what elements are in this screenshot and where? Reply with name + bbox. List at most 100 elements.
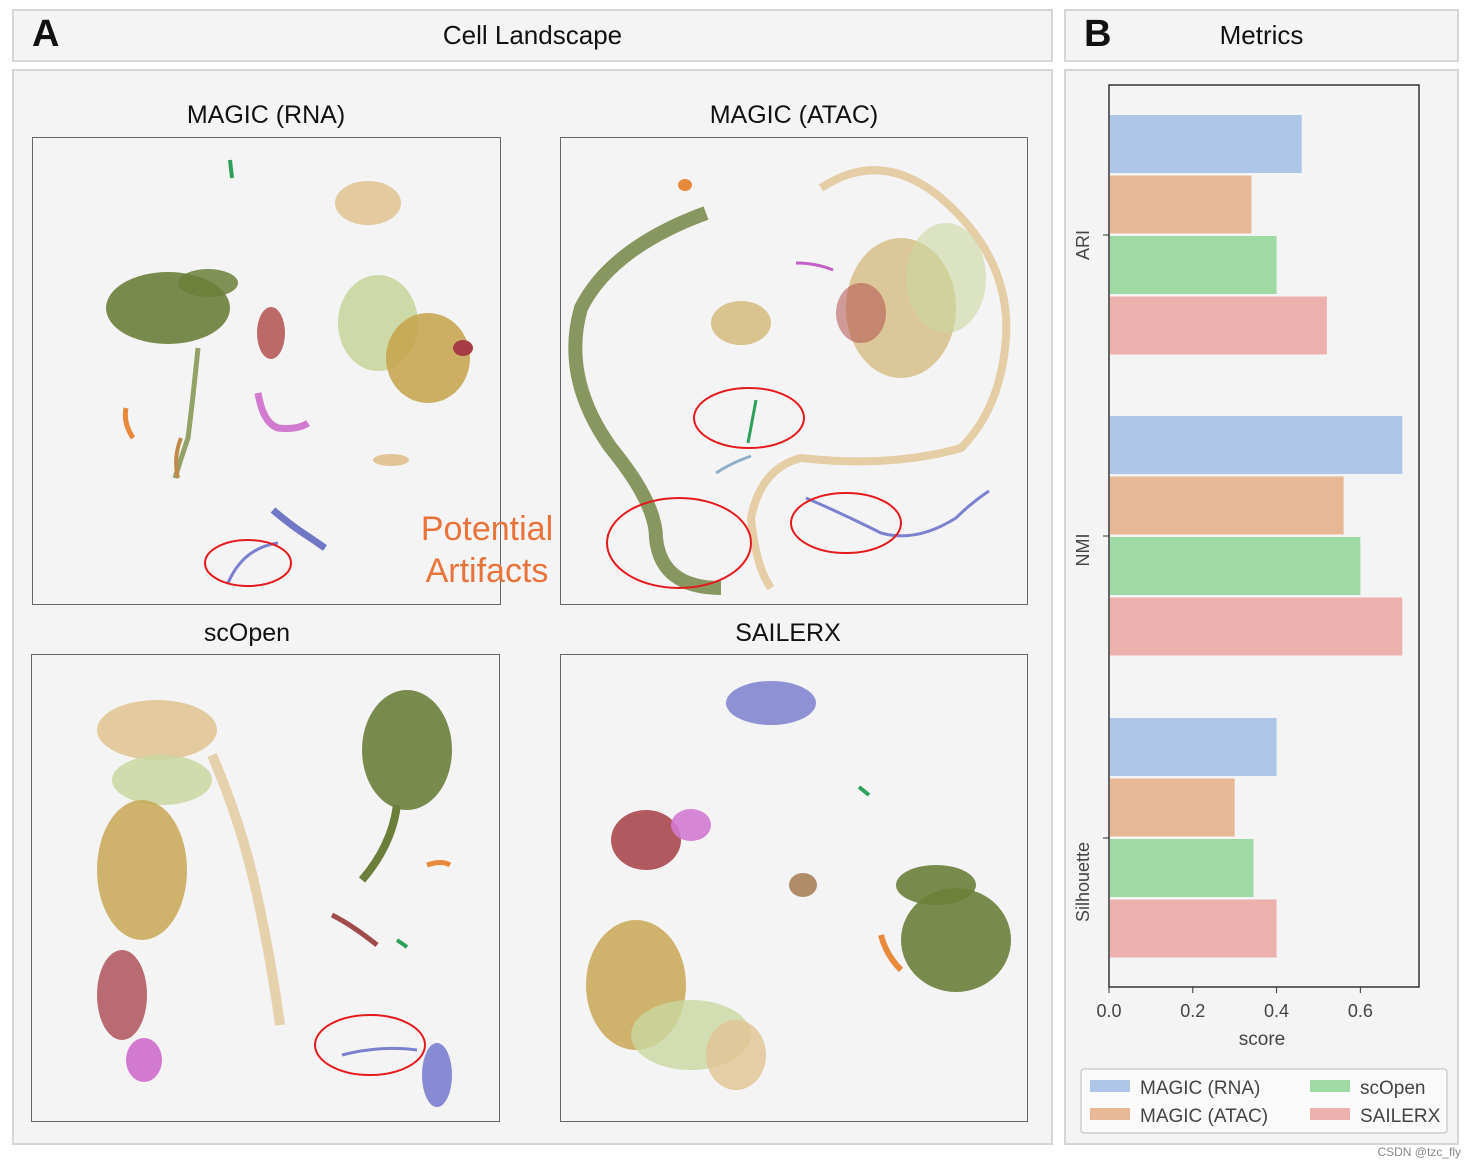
- cluster-pink-scopen: [126, 1038, 162, 1082]
- cluster-lightgreen-scopen: [112, 755, 212, 805]
- cluster-tan-arc: [207, 753, 285, 1026]
- bar-nmi-scopen: [1110, 537, 1361, 595]
- y-tick-label-silhouette: Silhouette: [1073, 842, 1093, 922]
- artifact-curve-scopen: [341, 1046, 418, 1057]
- artifact-circle-atac-3: [790, 492, 902, 554]
- plot-title-magic-atac: MAGIC (ATAC): [709, 101, 879, 129]
- watermark: CSDN @tzc_fly: [1377, 1145, 1461, 1159]
- bar-silhouette-magic-atac: [1110, 778, 1235, 837]
- legend-swatch-0: [1090, 1080, 1130, 1092]
- cluster-purple-sailerx: [726, 681, 816, 725]
- cluster-green-top: [228, 159, 234, 179]
- cluster-orange-small: [122, 407, 136, 440]
- legend-box: [1080, 1068, 1448, 1134]
- bar-silhouette-sailerx: [1110, 899, 1277, 958]
- trajectory-orange-brown: [174, 437, 183, 479]
- cluster-mix-small: [711, 301, 771, 345]
- umap-magic-atac: [560, 137, 1028, 605]
- cluster-pink-atac: [795, 261, 834, 272]
- cluster-green-line: [746, 399, 758, 444]
- cluster-tan-scopen: [97, 700, 217, 760]
- umap-magic-rna-canvas: [106, 159, 473, 587]
- artifact-circle-atac-1: [693, 387, 805, 449]
- x-tick-label-0.0: 0.0: [1096, 1001, 1121, 1021]
- plot-title-scopen: scOpen: [203, 619, 291, 647]
- cluster-orange-atac: [678, 179, 692, 191]
- cluster-red-atac: [836, 283, 886, 343]
- legend-label-0: MAGIC (RNA): [1140, 1078, 1260, 1099]
- artifact-circle-atac-2: [606, 497, 752, 589]
- artifact-circle-scopen: [314, 1014, 426, 1076]
- metrics-plot-frame: [1108, 84, 1420, 988]
- cluster-orange-scopen: [426, 860, 452, 868]
- cluster-olive-sailerx: [901, 888, 1011, 992]
- cluster-tan-top: [335, 181, 401, 225]
- bar-nmi-magic-rna: [1110, 416, 1403, 474]
- cluster-pink: [254, 392, 311, 432]
- cluster-olive-scopen: [362, 690, 452, 810]
- x-tick-label-0.2: 0.2: [1180, 1001, 1205, 1021]
- bar-ari-magic-rna: [1110, 115, 1302, 173]
- bar-nmi-magic-atac: [1110, 476, 1344, 535]
- x-tick-label-0.6: 0.6: [1348, 1001, 1373, 1021]
- bar-ari-scopen: [1110, 236, 1277, 294]
- cluster-green-sailerx: [857, 785, 871, 797]
- panel-a-letter: A: [32, 13, 60, 55]
- cluster-red-mid: [257, 307, 285, 359]
- cluster-mix-scopen: [330, 912, 379, 947]
- cluster-green-scopen: [395, 938, 409, 949]
- bar-silhouette-magic-rna: [1110, 718, 1277, 776]
- trajectory-olive-scopen: [358, 804, 401, 883]
- umap-sailerx: [560, 654, 1028, 1122]
- cluster-pink-sailerx: [671, 809, 711, 841]
- legend-label-2: scOpen: [1360, 1078, 1425, 1099]
- cluster-red-right: [453, 340, 473, 356]
- umap-magic-atac-canvas: [568, 166, 1011, 595]
- cluster-purple-atac: [805, 489, 990, 538]
- x-tick-label-0.4: 0.4: [1264, 1001, 1289, 1021]
- umap-scopen-canvas: [97, 690, 452, 1107]
- cluster-olive-arm: [178, 269, 238, 297]
- trajectory-olive: [172, 347, 201, 479]
- bar-ari-sailerx: [1110, 296, 1327, 355]
- trajectory-olive-arc: [568, 206, 722, 595]
- panel-b-letter: B: [1084, 13, 1112, 55]
- panel-a-header: [12, 9, 1053, 62]
- bar-silhouette-scopen: [1110, 839, 1254, 897]
- cluster-purple: [270, 507, 328, 551]
- legend-swatch-2: [1310, 1080, 1350, 1092]
- umap-magic-rna: [32, 137, 501, 605]
- artifact-circle-rna: [204, 539, 292, 587]
- cluster-mix-sailerx: [789, 873, 817, 897]
- cluster-blue-small: [715, 454, 752, 475]
- cluster-tan-bottom: [373, 454, 409, 466]
- panel-b-title: Metrics: [1219, 20, 1304, 50]
- cluster-tan-sailerx: [706, 1020, 766, 1090]
- x-axis-label: score: [1239, 1029, 1285, 1050]
- legend-swatch-3: [1310, 1108, 1350, 1120]
- panel-a-title: Cell Landscape: [442, 20, 623, 50]
- cluster-red-sailerx: [611, 810, 681, 870]
- y-tick-label-ari: ARI: [1073, 230, 1093, 260]
- legend-label-3: SAILERX: [1360, 1106, 1441, 1127]
- panel-b-header: [1064, 9, 1459, 62]
- potential-artifacts-label: Potential Artifacts: [410, 508, 564, 592]
- umap-sailerx-canvas: [586, 681, 1011, 1090]
- legend-label-1: MAGIC (ATAC): [1140, 1106, 1268, 1127]
- artifact-label-line1: Potential: [420, 510, 554, 548]
- cluster-olive-top-sailerx: [896, 865, 976, 905]
- cluster-purple-scopen: [422, 1043, 452, 1107]
- bar-ari-magic-atac: [1110, 175, 1252, 234]
- y-tick-label-nmi: NMI: [1073, 534, 1093, 567]
- trajectory-tan-arc: [746, 166, 1011, 591]
- legend-swatch-1: [1090, 1108, 1130, 1120]
- plot-title-sailerx: SAILERX: [735, 619, 841, 647]
- artifact-label-line2: Artifacts: [425, 552, 549, 590]
- cluster-lightgreen-atac: [906, 223, 986, 333]
- umap-scopen: [31, 654, 500, 1122]
- bar-nmi-sailerx: [1110, 597, 1403, 656]
- plot-title-magic-rna: MAGIC (RNA): [186, 101, 346, 129]
- cluster-gold: [386, 313, 470, 403]
- cluster-gold-scopen: [97, 800, 187, 940]
